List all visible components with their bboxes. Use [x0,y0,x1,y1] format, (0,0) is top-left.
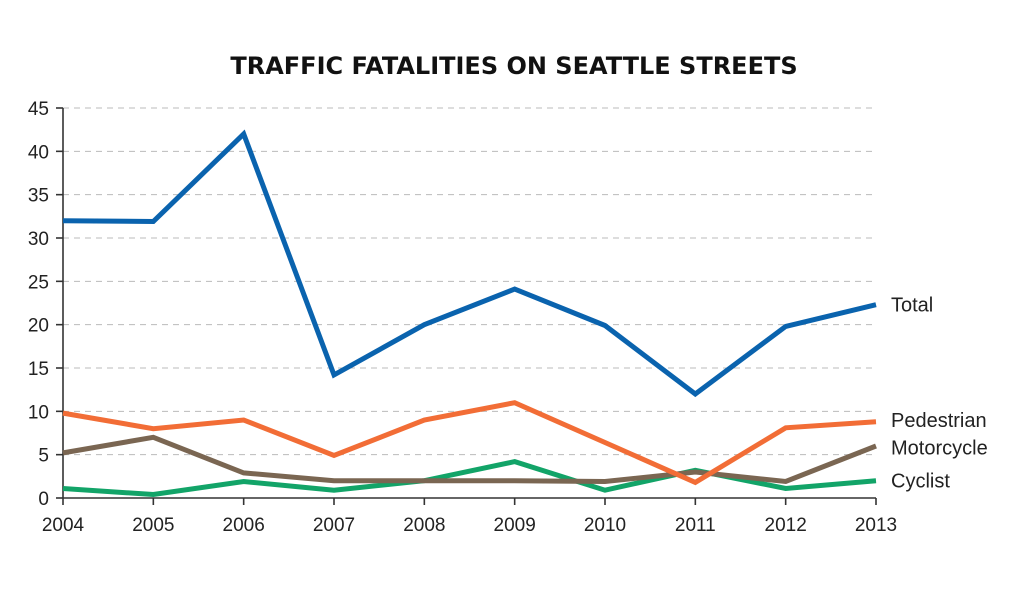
series-label-pedestrian: Pedestrian [891,410,987,432]
series-line-total [62,129,877,398]
y-tick-label: 0 [38,489,49,510]
x-tick-label: 2004 [42,515,85,536]
axes: 0 5 10 15 20 25 30 35 40 45 2004 2005 2006 2007 2008 20… [28,99,897,536]
series-line-cyclist [62,459,877,498]
x-tick-label: 2009 [494,515,536,536]
x-tick-label: 2013 [855,515,897,536]
y-tick-label: 30 [28,229,49,250]
series-label-total: Total [891,295,933,317]
x-tick-label: 2010 [584,515,626,536]
x-tick-label: 2011 [675,515,716,536]
x-tick-label: 2012 [765,515,807,536]
y-tick-label: 40 [28,142,49,163]
series-labels: Total Pedestrian Motorcycle Cyclist [891,295,988,493]
series-line-pedestrian [62,400,877,486]
y-tick-label: 25 [28,272,49,293]
series-label-cyclist: Cyclist [891,471,950,493]
y-tick-label: 35 [28,186,49,207]
y-tick-label: 5 [38,446,49,467]
series-line-motorcycle [62,434,877,485]
y-tick-label: 15 [28,359,49,380]
y-tick-label: 20 [28,316,49,337]
series-label-motorcycle: Motorcycle [891,438,988,460]
y-tick-label: 45 [28,99,49,120]
x-tick-label: 2006 [223,515,265,536]
x-tick-label: 2005 [132,515,174,536]
x-tick-label: 2008 [403,515,445,536]
series-lines [62,129,877,498]
y-tick-label: 10 [28,402,49,423]
x-tick-label: 2007 [313,515,355,536]
grid [63,107,876,456]
chart-title: TRAFFIC FATALITIES ON SEATTLE STREETS [230,52,797,80]
